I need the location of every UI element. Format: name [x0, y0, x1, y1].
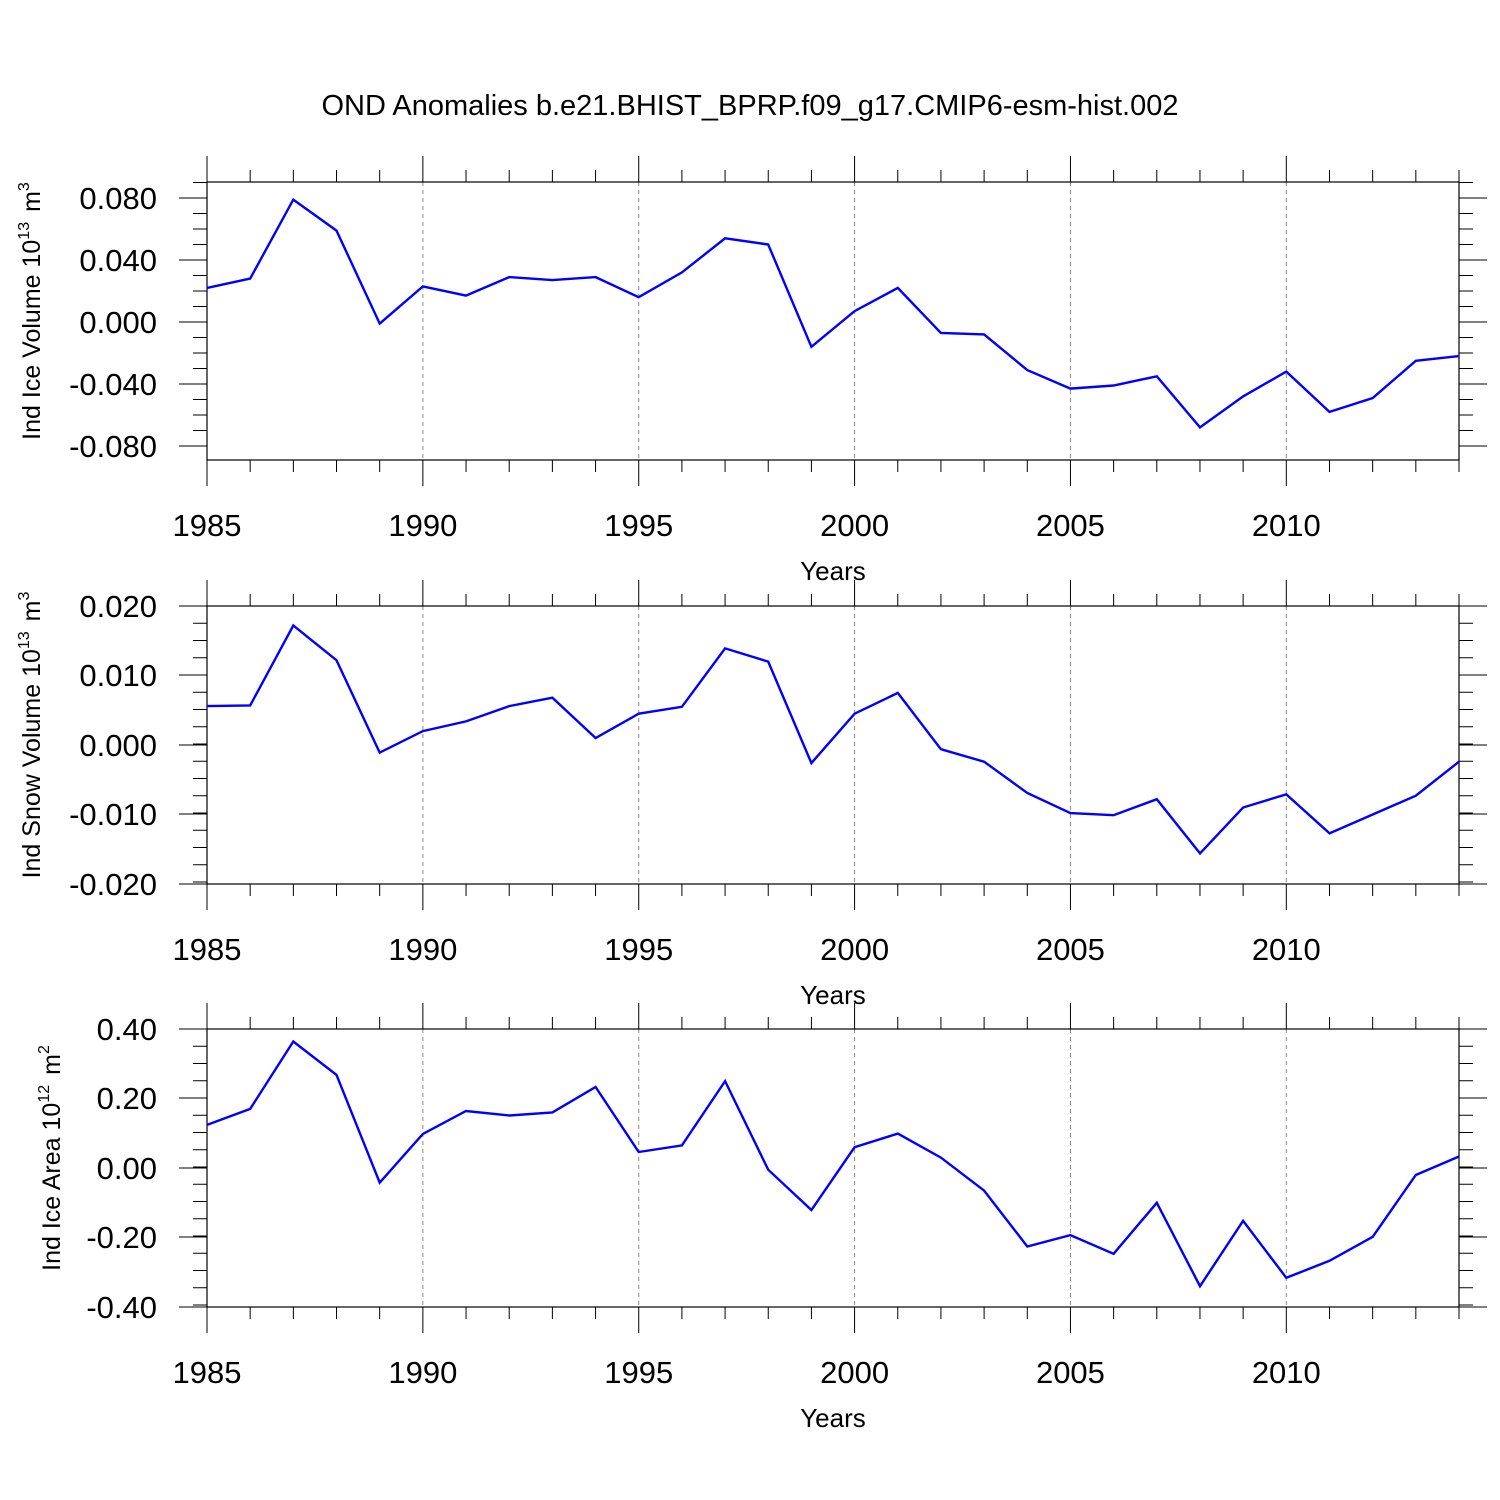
x-tick-label: 2000 — [820, 932, 889, 967]
x-axis-label: Years — [800, 980, 866, 1010]
y-label-unit-exponent: 3 — [16, 591, 33, 600]
chart-panel-1: 1985 1990 1995 2000 2005 2010 Years 0.080 0.040 0… — [16, 156, 1487, 586]
y-label-text: Ind Ice Area 10 — [38, 1103, 66, 1271]
y-axis-label: Ind Ice Volume 1013 m3 — [16, 182, 46, 440]
y-label-unit-exponent: 3 — [16, 182, 33, 191]
series-line — [206, 1039, 1460, 1289]
y-label-exponent: 12 — [36, 1085, 53, 1103]
y-tick-label: 0.00 — [97, 1151, 157, 1186]
y-tick-label: 0.020 — [79, 589, 157, 624]
chart-title: OND Anomalies b.e21.BHIST_BPRP.f09_g17.C… — [321, 90, 1179, 122]
x-tick-label: 1985 — [173, 932, 242, 967]
y-label-text: Ind Ice Volume 10 — [18, 240, 46, 440]
x-tick-label: 1995 — [604, 508, 673, 543]
x-tick-label: 2010 — [1252, 1355, 1321, 1390]
y-tick-label: 0.000 — [79, 305, 157, 340]
y-label-unit: m — [18, 600, 46, 621]
x-tick-label: 2000 — [820, 508, 889, 543]
y-label-unit: m — [18, 191, 46, 212]
y-tick-label: 0.20 — [97, 1081, 157, 1116]
y-label-text: Ind Snow Volume 10 — [18, 649, 46, 878]
plot-frame — [206, 181, 1460, 461]
y-tick-label: -0.20 — [86, 1220, 157, 1255]
y-axis-label: Ind Snow Volume 1013 m3 — [16, 591, 46, 878]
x-tick-label: 1995 — [604, 1355, 673, 1390]
x-tick-label: 2005 — [1036, 508, 1105, 543]
x-tick-label: 2005 — [1036, 932, 1105, 967]
x-tick-label: 1995 — [604, 932, 673, 967]
x-tick-label: 2010 — [1252, 508, 1321, 543]
y-tick-label: 0.000 — [79, 728, 157, 763]
y-tick-label: -0.010 — [69, 797, 157, 832]
y-tick-label: -0.080 — [69, 429, 157, 464]
x-tick-label: 1990 — [388, 932, 457, 967]
plot-frame — [206, 1028, 1460, 1308]
chart-panel-2: 1985 1990 1995 2000 2005 2010 Years 0.020 0.010 0… — [16, 580, 1487, 1010]
x-tick-label: 1990 — [388, 508, 457, 543]
chart-panel-3: 1985 1990 1995 2000 2005 2010 Years 0.40 0.20 0.0… — [36, 1003, 1487, 1433]
y-tick-label: 0.010 — [79, 658, 157, 693]
y-axis-label: Ind Ice Area 1012 m2 — [36, 1045, 66, 1271]
y-tick-label: 0.080 — [79, 181, 157, 216]
x-tick-label: 1990 — [388, 1355, 457, 1390]
x-tick-label: 1985 — [173, 1355, 242, 1390]
y-label-unit-exponent: 2 — [36, 1045, 53, 1054]
series-line — [206, 623, 1460, 856]
x-axis-label: Years — [800, 1403, 866, 1433]
y-tick-label: 0.40 — [97, 1012, 157, 1047]
y-label-exponent: 13 — [16, 631, 33, 649]
y-tick-label: 0.040 — [79, 243, 157, 278]
x-tick-label: 1985 — [173, 508, 242, 543]
x-tick-label: 2010 — [1252, 932, 1321, 967]
y-tick-label: -0.40 — [86, 1290, 157, 1325]
x-tick-label: 2000 — [820, 1355, 889, 1390]
x-tick-label: 2005 — [1036, 1355, 1105, 1390]
y-tick-label: -0.040 — [69, 367, 157, 402]
y-tick-label: -0.020 — [69, 867, 157, 902]
y-label-exponent: 13 — [16, 222, 33, 240]
y-label-unit: m — [38, 1054, 66, 1075]
series-line — [206, 197, 1460, 430]
x-axis-label: Years — [800, 556, 866, 586]
